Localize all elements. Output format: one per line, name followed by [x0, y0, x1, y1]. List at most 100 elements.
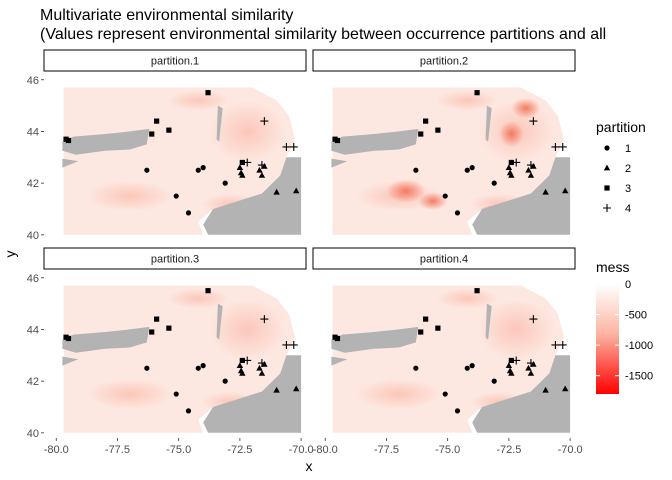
point-partition-3	[166, 325, 172, 331]
mess-raster	[44, 72, 306, 240]
no-data-area	[62, 326, 150, 353]
x-axes: -80.0 -77.5 -75.0 -72.5 -70.0 -80.0 -77.5 -75.0…	[44, 438, 583, 456]
facet-panel: partition.1	[43, 49, 307, 240]
point-partition-4	[526, 161, 535, 170]
point-partition-2	[239, 369, 246, 376]
y-tick-label: 40	[27, 428, 39, 440]
point-partition-2	[562, 187, 569, 194]
facet-panel: partition.2	[312, 49, 576, 240]
legend-mess-colorbar	[596, 284, 619, 394]
y-tick-label: 44	[27, 126, 39, 138]
y-tick-label: 46	[27, 273, 39, 285]
point-partition-3	[474, 288, 480, 294]
legend-partition: partition 1 2 3 4	[596, 119, 646, 215]
point-partition-4	[558, 142, 567, 151]
x-tick-label: -72.5	[496, 444, 521, 456]
point-partition-4	[282, 142, 291, 151]
point-partition-4	[260, 315, 269, 324]
colorbar-tick-label: 0	[625, 279, 631, 291]
facet-strip-label: partition.1	[151, 56, 199, 68]
point-partition-3	[149, 329, 155, 335]
point-partition-2	[508, 369, 515, 376]
point-partition-1	[442, 193, 448, 199]
legend-item: 4	[603, 203, 631, 215]
point-partition-2	[505, 164, 513, 171]
y-tick-label: 42	[27, 376, 39, 388]
point-partition-3	[166, 127, 172, 133]
x-tick-label: -80.0	[313, 444, 338, 456]
legend-item-label: 4	[625, 203, 631, 215]
no-data-area	[216, 303, 223, 340]
point-partition-4	[289, 142, 298, 151]
x-tick-label: -75.0	[435, 444, 460, 456]
point-partition-3	[435, 127, 441, 133]
point-partition-2	[527, 369, 535, 376]
point-partition-1	[413, 167, 419, 173]
point-partition-4	[243, 356, 252, 365]
point-partition-1	[185, 210, 192, 216]
legend-mess: mess 0 -500 -1000 -1500	[596, 259, 653, 394]
legend-item: 2	[603, 163, 631, 175]
no-data-area	[485, 303, 492, 340]
x-tick-label: -72.5	[227, 444, 252, 456]
legend-item-label: 2	[625, 163, 631, 175]
no-data-area	[485, 105, 492, 142]
point-partition-1	[195, 365, 201, 371]
no-data-area	[331, 326, 419, 353]
legend-item: 1	[604, 143, 631, 155]
point-partition-1	[195, 167, 201, 173]
point-partition-1	[173, 391, 179, 397]
legend-square-icon	[604, 185, 610, 191]
point-partition-2	[273, 188, 280, 195]
facet-panels: partition.1 partition.2 partition.3 partiti…	[43, 49, 576, 438]
point-partition-2	[505, 362, 513, 369]
point-partition-3	[423, 118, 429, 124]
point-partition-1	[491, 378, 497, 384]
point-partition-4	[512, 356, 521, 365]
point-partition-2	[273, 386, 280, 393]
point-partition-2	[562, 385, 569, 392]
x-tick-label: -80.0	[44, 444, 69, 456]
x-tick-label: -75.0	[166, 444, 191, 456]
point-partition-1	[200, 165, 206, 171]
point-partition-2	[236, 362, 244, 369]
no-data-area	[203, 355, 302, 433]
colorbar-tick-label: -1000	[625, 340, 653, 352]
facet-panel: partition.4	[312, 247, 576, 438]
point-partition-1	[454, 408, 461, 414]
point-partition-2	[530, 360, 537, 367]
point-partition-4	[529, 117, 538, 126]
point-partition-3	[239, 357, 245, 364]
point-partition-4	[558, 340, 567, 349]
point-partition-2	[542, 386, 549, 393]
point-partition-3	[239, 159, 245, 166]
mess-raster	[313, 72, 575, 240]
no-data-area	[62, 356, 79, 366]
y-tick-label: 42	[27, 178, 39, 190]
facet-strip-label: partition.3	[151, 254, 199, 266]
point-partition-2	[293, 385, 300, 392]
point-partition-3	[65, 137, 72, 144]
point-partition-4	[243, 158, 252, 167]
point-partition-2	[258, 369, 266, 376]
point-partition-2	[258, 171, 266, 178]
point-partition-4	[551, 340, 560, 349]
y-axes: 40 42 44 46 40 42 44 46	[27, 75, 44, 440]
no-data-area	[62, 128, 150, 155]
point-partition-1	[200, 363, 206, 369]
no-data-area	[472, 355, 571, 433]
no-data-area	[331, 356, 348, 366]
facet-panel: partition.3	[43, 247, 307, 438]
point-partition-1	[464, 167, 470, 173]
point-partition-2	[542, 188, 549, 195]
chart-title: Multivariate environmental similarity	[40, 7, 293, 24]
legend-triangle-icon	[603, 164, 611, 171]
point-partition-3	[418, 131, 424, 137]
point-partition-2	[261, 162, 268, 169]
point-partition-4	[257, 161, 266, 170]
point-partition-4	[551, 142, 560, 151]
colorbar-tick-label: -1500	[625, 371, 653, 383]
point-partition-3	[205, 288, 211, 294]
point-partition-2	[256, 166, 263, 173]
x-tick-label: -77.5	[374, 444, 399, 456]
